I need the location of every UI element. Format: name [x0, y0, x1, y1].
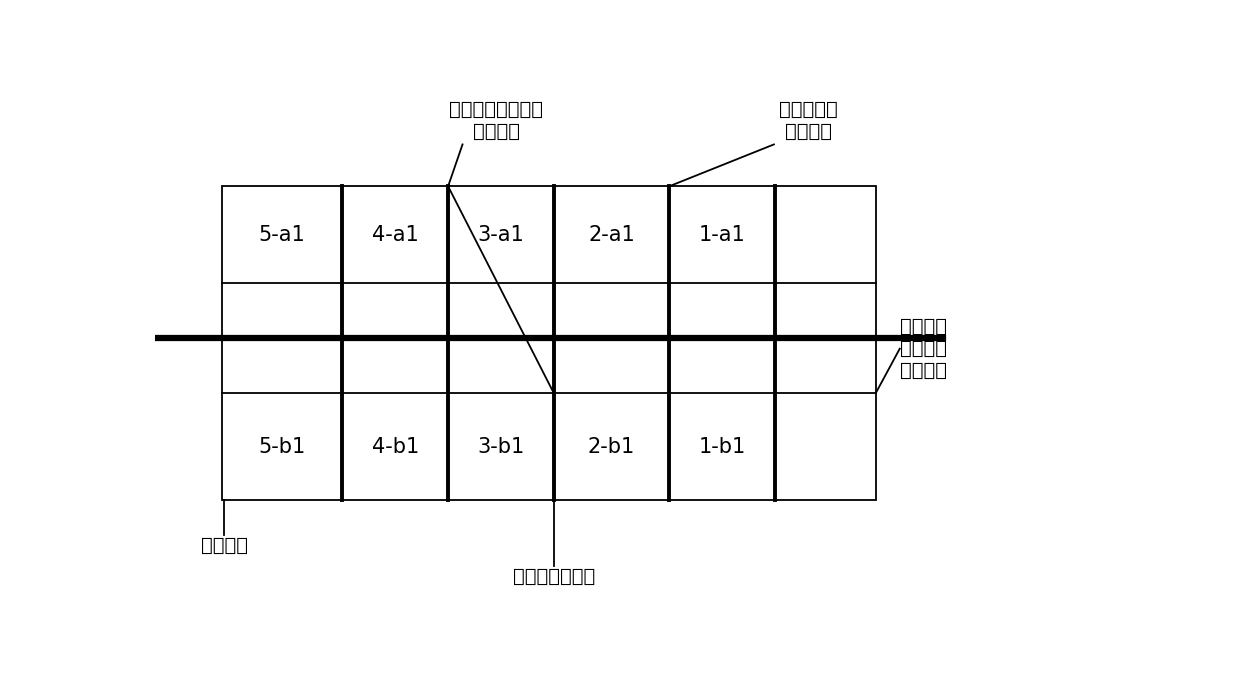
- Text: 1-b1: 1-b1: [698, 437, 745, 457]
- Text: 3-a1: 3-a1: [477, 225, 525, 245]
- Text: 5-a1: 5-a1: [258, 225, 305, 245]
- Text: 电缆本体与
附件界面: 电缆本体与 附件界面: [779, 101, 838, 141]
- Text: 导体位置
热电偶布
置轴向线: 导体位置 热电偶布 置轴向线: [900, 317, 947, 380]
- Text: 1-a1: 1-a1: [698, 225, 745, 245]
- Text: 引线通道: 引线通道: [201, 535, 248, 554]
- Text: 4-a1: 4-a1: [372, 225, 419, 245]
- Text: 5-b1: 5-b1: [258, 437, 305, 457]
- Text: 2-b1: 2-b1: [588, 437, 635, 457]
- Text: 3-b1: 3-b1: [477, 437, 525, 457]
- Text: 4-b1: 4-b1: [372, 437, 419, 457]
- Text: 引线布置轴向线: 引线布置轴向线: [512, 567, 595, 586]
- Bar: [222, 186, 875, 500]
- Text: 2-a1: 2-a1: [588, 225, 635, 245]
- Text: 界面位置热电偶布
置轴向线: 界面位置热电偶布 置轴向线: [449, 101, 543, 141]
